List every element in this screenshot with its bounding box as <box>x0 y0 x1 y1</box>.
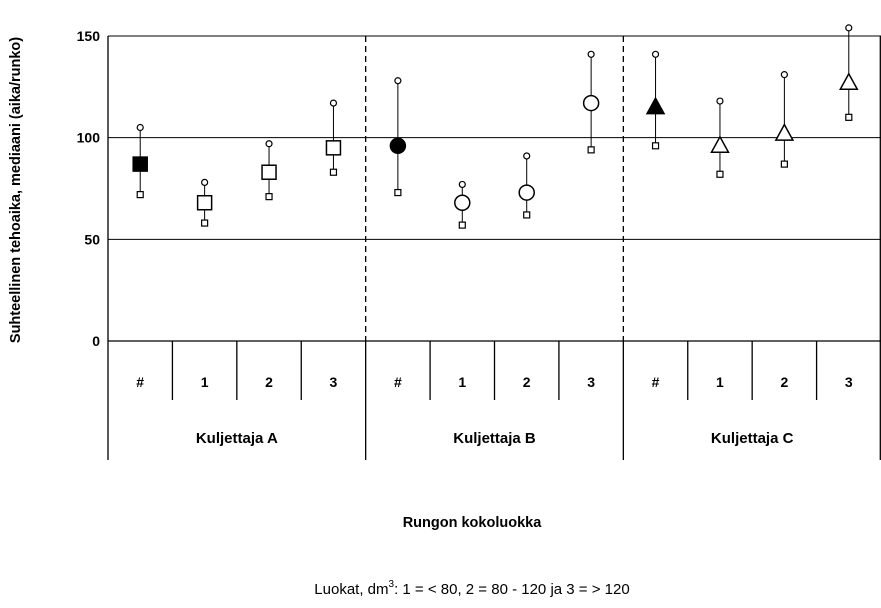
y-tick-label: 50 <box>84 231 100 247</box>
category-label: 2 <box>523 374 531 390</box>
category-label: # <box>652 374 660 390</box>
size-class-footnote: Luokat, dm3: 1 = < 80, 2 = 80 - 120 ja 3… <box>314 579 629 598</box>
high-marker <box>265 140 273 148</box>
high-marker <box>329 99 338 107</box>
median-marker <box>645 96 666 115</box>
high-marker <box>136 123 144 132</box>
median-marker <box>518 184 535 201</box>
category-label: 3 <box>330 374 338 390</box>
median-marker <box>839 72 859 91</box>
median-marker <box>454 194 471 211</box>
group-label: Kuljettaja B <box>453 430 536 447</box>
median-marker <box>196 194 213 211</box>
median-marker <box>325 140 342 156</box>
high-marker <box>587 50 595 58</box>
low-marker <box>458 221 466 229</box>
low-marker <box>780 160 788 168</box>
median-marker <box>710 135 730 154</box>
median-marker <box>261 164 277 180</box>
footnote-prefix: Luokat, dm <box>314 581 388 598</box>
category-label: 3 <box>845 374 853 390</box>
y-tick-label: 100 <box>77 130 101 146</box>
high-marker <box>394 77 402 85</box>
category-labels: Kuljettaja A # 1 2 3 Kuljettaja B # 1 2 3 Kuljetta… <box>136 374 853 447</box>
y-tick-label: 150 <box>77 28 101 44</box>
data-series <box>132 24 859 229</box>
median-marker <box>774 123 795 141</box>
high-marker <box>201 178 209 186</box>
footnote-superscript: 3 <box>389 579 395 590</box>
low-marker <box>523 211 531 219</box>
low-marker <box>265 193 273 201</box>
low-marker <box>716 170 724 178</box>
category-label: # <box>136 374 144 390</box>
high-marker <box>780 71 788 79</box>
low-marker <box>651 142 660 150</box>
high-marker <box>458 180 466 189</box>
category-label: 3 <box>587 374 595 390</box>
low-marker <box>394 188 402 197</box>
category-label: 1 <box>716 374 724 390</box>
axis-frame <box>107 36 881 460</box>
high-marker <box>716 97 724 105</box>
y-tick-label: 0 <box>92 333 100 349</box>
median-marker <box>132 156 148 172</box>
y-tick-labels: 0 50 100 150 <box>77 28 101 349</box>
high-marker <box>523 152 531 160</box>
low-marker <box>201 219 209 227</box>
category-label: 1 <box>458 374 466 390</box>
group-label: Kuljettaja A <box>196 430 278 447</box>
category-label: 2 <box>780 374 788 390</box>
low-marker <box>845 113 853 121</box>
low-marker <box>136 191 144 199</box>
y-axis-title: Suhteellinen tehoaika, mediaani (aika/ru… <box>8 37 24 343</box>
category-label: # <box>394 374 402 390</box>
high-marker <box>845 24 853 32</box>
high-marker <box>651 50 660 58</box>
low-marker <box>329 168 338 176</box>
category-label: 1 <box>201 374 209 390</box>
x-axis-title: Rungon kokoluokka <box>403 515 543 531</box>
group-label: Kuljettaja C <box>711 430 794 447</box>
category-label: 2 <box>265 374 273 390</box>
footnote-suffix: : 1 = < 80, 2 = 80 - 120 ja 3 = > 120 <box>394 581 630 598</box>
median-marker <box>389 137 407 155</box>
low-marker <box>587 146 595 154</box>
gridlines <box>108 35 881 240</box>
median-marker <box>582 94 600 112</box>
